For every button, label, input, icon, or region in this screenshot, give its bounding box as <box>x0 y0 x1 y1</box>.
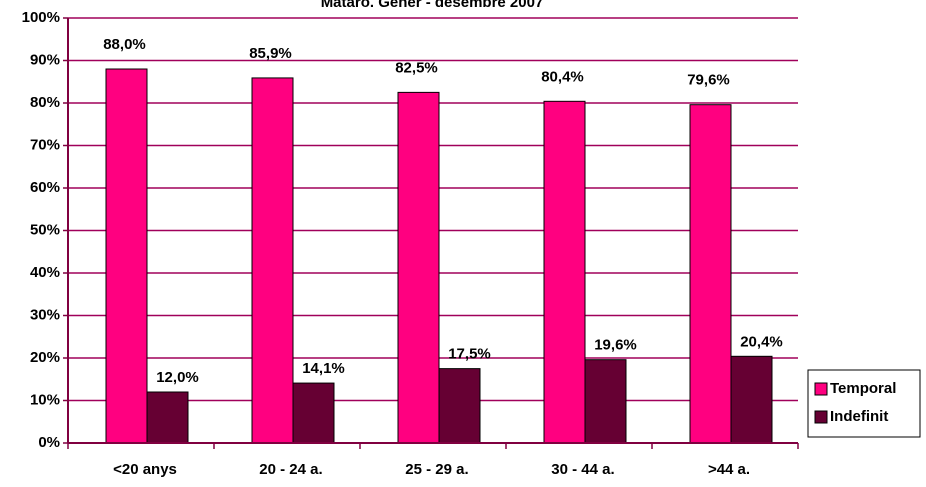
data-label: 88,0% <box>103 36 146 53</box>
bar <box>105 68 148 444</box>
data-label: 79,6% <box>687 72 730 89</box>
y-tick-label: 100% <box>22 9 60 26</box>
data-label: 82,5% <box>395 59 438 76</box>
y-tick-label: 20% <box>30 349 60 366</box>
data-label: 20,4% <box>740 333 783 350</box>
x-tick-label: >44 a. <box>708 461 750 478</box>
y-tick-label: 90% <box>30 51 60 68</box>
data-label: 85,9% <box>249 45 292 62</box>
bar <box>730 355 773 444</box>
y-tick-label: 50% <box>30 221 60 238</box>
x-tick-label: 20 - 24 a. <box>259 461 322 478</box>
y-tick-label: 80% <box>30 94 60 111</box>
y-tick-label: 60% <box>30 179 60 196</box>
y-tick-label: 10% <box>30 391 60 408</box>
y-tick-label: 30% <box>30 306 60 323</box>
data-label: 12,0% <box>156 369 199 386</box>
y-tick-label: 0% <box>38 434 60 451</box>
bar <box>146 391 189 444</box>
legend-swatch <box>814 382 828 396</box>
chart-title: Mataró. Gener - desembre 2007 <box>321 0 544 11</box>
x-tick-label: 30 - 44 a. <box>551 461 614 478</box>
data-label: 14,1% <box>302 360 345 377</box>
y-tick-label: 70% <box>30 136 60 153</box>
bar <box>438 368 481 444</box>
x-tick-label: <20 anys <box>113 461 177 478</box>
x-tick-label: 25 - 29 a. <box>405 461 468 478</box>
data-label: 19,6% <box>594 337 637 354</box>
bar <box>689 104 732 444</box>
bar <box>251 77 294 444</box>
legend-label: Temporal <box>830 380 896 397</box>
y-tick-label: 40% <box>30 264 60 281</box>
bar <box>397 91 440 444</box>
data-label: 17,5% <box>448 346 491 363</box>
bar <box>543 100 586 444</box>
legend-swatch <box>814 410 828 424</box>
bar <box>292 382 335 444</box>
legend-label: Indefinit <box>830 408 888 425</box>
bar <box>584 359 627 444</box>
data-label: 80,4% <box>541 68 584 85</box>
legend-box <box>807 369 921 438</box>
